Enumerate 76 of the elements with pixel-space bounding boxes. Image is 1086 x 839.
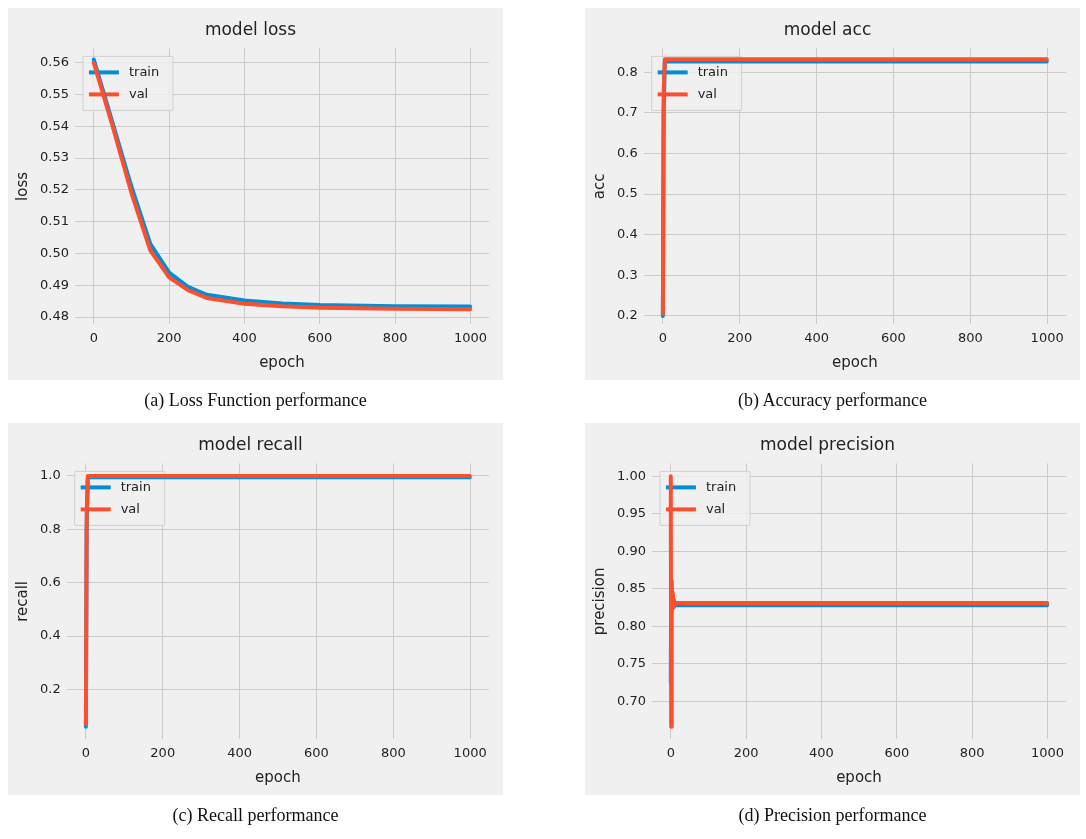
x-tick-label: 600 <box>884 744 910 760</box>
x-tick-label: 600 <box>881 329 906 345</box>
chart-title: model acc <box>783 18 872 39</box>
x-tick-label: 1000 <box>453 744 487 760</box>
y-tick-label: 1.0 <box>39 467 61 483</box>
x-tick-label: 800 <box>959 744 985 760</box>
x-tick-label: 1000 <box>453 329 488 345</box>
legend-label: train <box>128 63 160 79</box>
y-tick-label: 0.48 <box>39 308 69 324</box>
y-tick-label: 0.5 <box>616 185 638 201</box>
y-tick-label: 0.4 <box>616 226 638 242</box>
y-tick-label: 0.95 <box>616 505 646 521</box>
x-tick-label: 600 <box>307 329 333 345</box>
legend-label: val <box>120 500 140 516</box>
x-tick-label: 0 <box>81 744 91 760</box>
x-axis-title: epoch <box>254 767 301 786</box>
text: (d) Precision performance <box>737 805 928 826</box>
chart-title: model recall <box>198 433 303 454</box>
y-axis-title: recall <box>12 580 31 622</box>
x-tick-label: 200 <box>156 329 182 345</box>
y-tick-label: 0.56 <box>39 54 69 70</box>
y-axis-title: loss <box>12 171 31 201</box>
x-tick-label: 800 <box>957 329 983 345</box>
x-axis-title: epoch <box>831 352 878 371</box>
chart-title: model precision <box>759 433 896 454</box>
x-tick-label: 200 <box>727 329 753 345</box>
x-tick-label: 0 <box>666 744 675 760</box>
y-tick-label: 0.51 <box>39 213 69 229</box>
y-tick-label: 0.4 <box>39 627 61 643</box>
text: (a) Loss Function performance <box>143 390 368 411</box>
y-tick-label: 0.70 <box>616 692 646 708</box>
x-tick-label: 0 <box>89 329 98 345</box>
y-tick-label: 1.00 <box>616 467 646 483</box>
legend-label: train <box>697 63 728 79</box>
x-axis-title: epoch <box>259 352 305 371</box>
y-tick-label: 0.54 <box>39 117 69 133</box>
y-tick-label: 0.6 <box>616 144 638 160</box>
y-tick-label: 0.52 <box>39 181 69 197</box>
legend-label: val <box>128 85 149 101</box>
x-tick-label: 800 <box>380 744 406 760</box>
text: (b) Accuracy performance <box>737 390 928 411</box>
x-tick-label: 0 <box>658 329 668 345</box>
y-tick-label: 0.2 <box>616 307 638 323</box>
y-tick-label: 0.53 <box>39 149 69 165</box>
y-tick-label: 0.8 <box>616 63 638 79</box>
y-tick-label: 0.90 <box>616 542 646 558</box>
legend-label: val <box>697 85 717 101</box>
text: (c) Recall performance <box>171 805 340 826</box>
y-tick-label: 0.3 <box>616 266 638 282</box>
y-tick-label: 0.50 <box>39 244 69 260</box>
y-tick-label: 0.85 <box>616 580 646 596</box>
x-tick-label: 1000 <box>1030 329 1064 345</box>
x-tick-label: 200 <box>733 744 759 760</box>
x-tick-label: 400 <box>227 744 253 760</box>
legend-label: train <box>705 478 737 494</box>
x-tick-label: 200 <box>150 744 176 760</box>
y-tick-label: 0.7 <box>616 104 638 120</box>
y-tick-label: 0.49 <box>39 276 69 292</box>
x-tick-label: 1000 <box>1030 744 1065 760</box>
y-axis-title: precision <box>589 567 608 636</box>
y-tick-label: 0.6 <box>39 574 61 590</box>
x-tick-label: 400 <box>804 329 830 345</box>
y-tick-label: 0.55 <box>39 85 69 101</box>
x-tick-label: 400 <box>232 329 257 345</box>
y-tick-label: 0.2 <box>39 680 61 696</box>
chart-title: model loss <box>204 18 297 39</box>
x-tick-label: 600 <box>304 744 329 760</box>
y-tick-label: 0.75 <box>616 655 646 671</box>
legend-label: val <box>705 500 726 516</box>
x-axis-title: epoch <box>836 767 882 786</box>
y-tick-label: 0.80 <box>616 617 646 633</box>
y-axis-title: acc <box>589 173 608 200</box>
y-tick-label: 0.8 <box>39 520 61 536</box>
x-tick-label: 400 <box>809 744 834 760</box>
x-tick-label: 800 <box>382 329 408 345</box>
legend-label: train <box>120 478 151 494</box>
